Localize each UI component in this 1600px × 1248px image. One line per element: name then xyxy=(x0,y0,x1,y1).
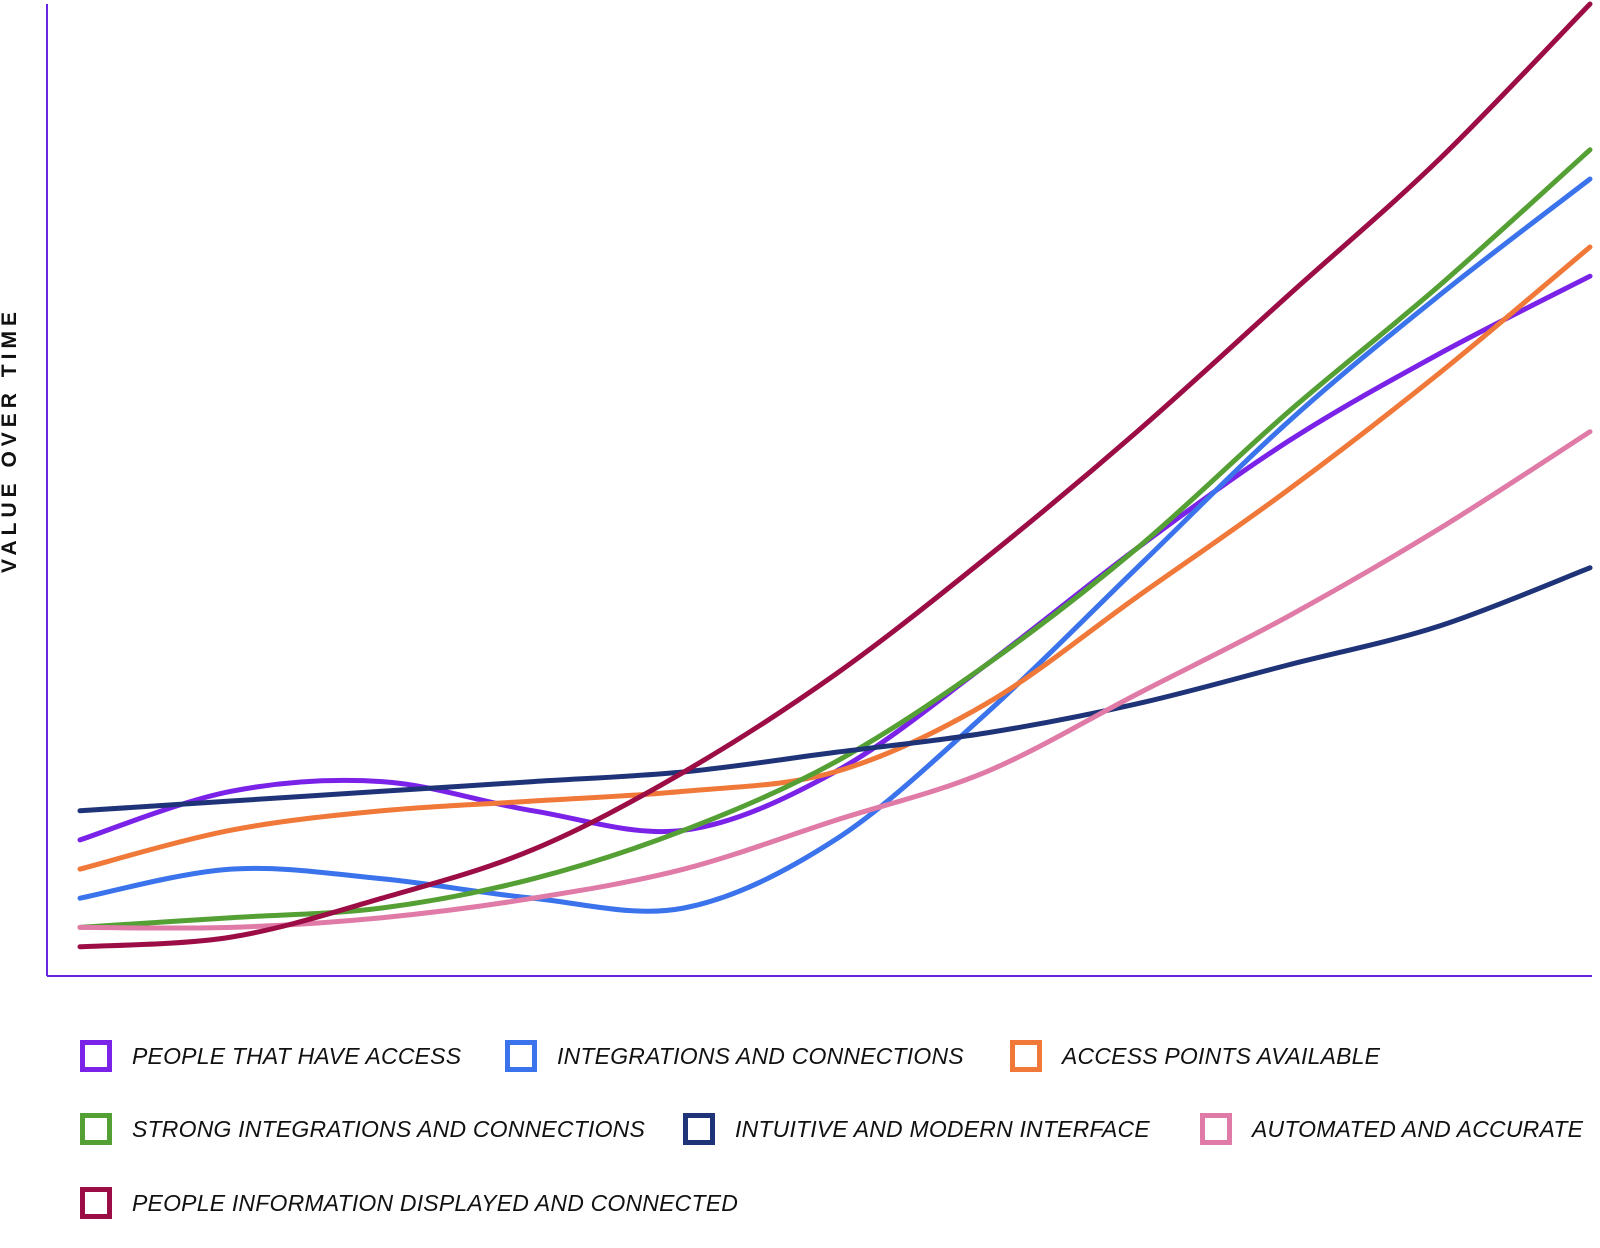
legend-label: INTUITIVE AND MODERN INTERFACE xyxy=(735,1115,1150,1142)
legend-swatch xyxy=(505,1040,537,1072)
legend-item-access-points-available: ACCESS POINTS AVAILABLE xyxy=(1010,1040,1380,1072)
legend-label: ACCESS POINTS AVAILABLE xyxy=(1062,1042,1381,1069)
series-line-access-points-available xyxy=(77,244,1593,872)
series-line-integrations-and-connections xyxy=(77,176,1593,914)
legend-swatch xyxy=(80,1113,112,1145)
legend-item-intuitive-and-modern-interface: INTUITIVE AND MODERN INTERFACE xyxy=(683,1113,1150,1145)
legend-item-people-that-have-access: PEOPLE THAT HAVE ACCESS xyxy=(80,1040,461,1072)
legend-label: PEOPLE INFORMATION DISPLAYED AND CONNECT… xyxy=(132,1189,739,1216)
legend-label: AUTOMATED AND ACCURATE xyxy=(1252,1115,1584,1142)
legend-label: PEOPLE THAT HAVE ACCESS xyxy=(132,1042,462,1069)
chart: VALUE OVER TIME xyxy=(0,1,1593,977)
legend-item-strong-integrations-and-connections: STRONG INTEGRATIONS AND CONNECTIONS xyxy=(80,1113,645,1145)
series-line-automated-and-accurate xyxy=(77,429,1593,931)
series-line-intuitive-and-modern-interface xyxy=(77,565,1593,814)
series-line-strong-integrations-and-connections xyxy=(77,147,1593,930)
legend-swatch xyxy=(80,1187,112,1219)
legend-swatch xyxy=(1200,1113,1232,1145)
legend-item-people-information-displayed-and-connected: PEOPLE INFORMATION DISPLAYED AND CONNECT… xyxy=(80,1187,738,1219)
chart-plot xyxy=(46,1,1593,977)
legend-swatch xyxy=(683,1113,715,1145)
legend-label: STRONG INTEGRATIONS AND CONNECTIONS xyxy=(132,1115,646,1142)
legend-item-integrations-and-connections: INTEGRATIONS AND CONNECTIONS xyxy=(505,1040,964,1072)
legend-item-automated-and-accurate: AUTOMATED AND ACCURATE xyxy=(1200,1113,1583,1145)
legend-label: INTEGRATIONS AND CONNECTIONS xyxy=(557,1042,964,1069)
series-line-people-that-have-access xyxy=(77,273,1593,843)
series-line-people-information-displayed-and-connected xyxy=(77,1,1593,950)
legend-swatch xyxy=(1010,1040,1042,1072)
legend-swatch xyxy=(80,1040,112,1072)
